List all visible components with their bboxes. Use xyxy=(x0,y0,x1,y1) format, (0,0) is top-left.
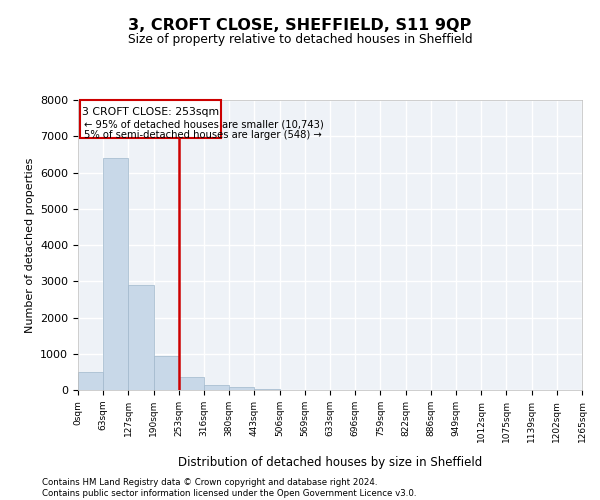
X-axis label: Distribution of detached houses by size in Sheffield: Distribution of detached houses by size … xyxy=(178,456,482,468)
Bar xyxy=(128,285,154,390)
Text: Contains HM Land Registry data © Crown copyright and database right 2024.
Contai: Contains HM Land Registry data © Crown c… xyxy=(42,478,416,498)
Text: ← 95% of detached houses are smaller (10,743): ← 95% of detached houses are smaller (10… xyxy=(84,119,323,129)
Bar xyxy=(204,384,229,390)
Text: Size of property relative to detached houses in Sheffield: Size of property relative to detached ho… xyxy=(128,32,472,46)
Bar xyxy=(229,387,254,390)
Bar xyxy=(154,356,179,390)
FancyBboxPatch shape xyxy=(80,100,221,138)
Bar xyxy=(78,372,103,390)
Text: 3 CROFT CLOSE: 253sqm: 3 CROFT CLOSE: 253sqm xyxy=(82,106,219,117)
Text: 3, CROFT CLOSE, SHEFFIELD, S11 9QP: 3, CROFT CLOSE, SHEFFIELD, S11 9QP xyxy=(128,18,472,32)
Y-axis label: Number of detached properties: Number of detached properties xyxy=(25,158,35,332)
Bar xyxy=(179,378,204,390)
Bar xyxy=(103,158,128,390)
Text: 5% of semi-detached houses are larger (548) →: 5% of semi-detached houses are larger (5… xyxy=(84,130,322,140)
